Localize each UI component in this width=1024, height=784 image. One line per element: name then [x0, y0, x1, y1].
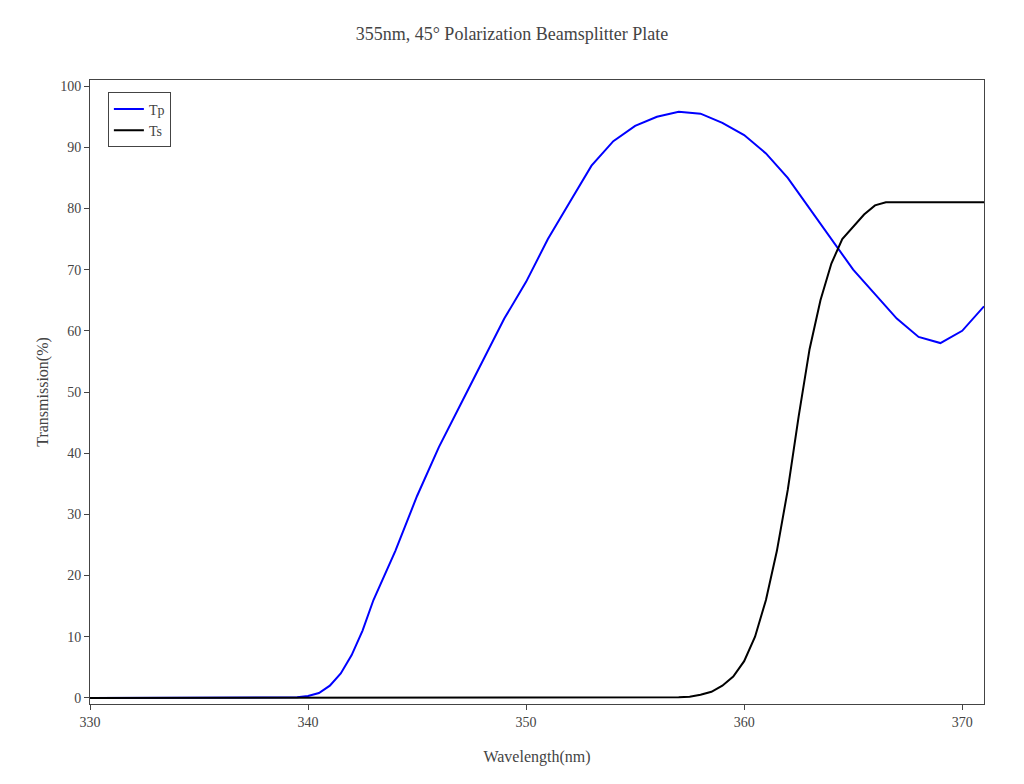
svg-text:330: 330 — [80, 715, 101, 730]
svg-text:Wavelength(nm): Wavelength(nm) — [483, 748, 590, 766]
svg-text:Ts: Ts — [149, 124, 162, 139]
svg-text:50: 50 — [67, 385, 81, 400]
svg-text:10: 10 — [67, 630, 81, 645]
svg-text:30: 30 — [67, 507, 81, 522]
svg-text:Tp: Tp — [149, 103, 165, 118]
svg-text:360: 360 — [734, 715, 755, 730]
svg-text:100: 100 — [60, 79, 81, 94]
svg-text:90: 90 — [67, 140, 81, 155]
svg-text:355nm, 45° Polarization Beamsp: 355nm, 45° Polarization Beamsplitter Pla… — [356, 24, 669, 44]
svg-text:70: 70 — [67, 263, 81, 278]
svg-text:60: 60 — [67, 324, 81, 339]
svg-text:40: 40 — [67, 446, 81, 461]
svg-text:0: 0 — [74, 691, 81, 706]
svg-text:Transmission(%): Transmission(%) — [34, 337, 52, 447]
svg-text:20: 20 — [67, 568, 81, 583]
svg-text:80: 80 — [67, 201, 81, 216]
svg-text:340: 340 — [298, 715, 319, 730]
svg-text:350: 350 — [516, 715, 537, 730]
svg-text:370: 370 — [952, 715, 973, 730]
